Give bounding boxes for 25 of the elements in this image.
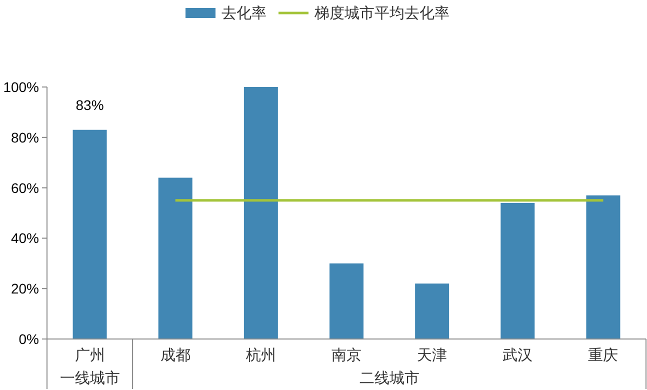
legend-label: 去化率 — [222, 5, 266, 22]
x-tick-label: 天津 — [417, 347, 448, 364]
y-tick-label: 80% — [10, 129, 39, 146]
bar — [72, 130, 107, 339]
y-tick-label: 100% — [3, 79, 39, 95]
x-tick-label: 武汉 — [502, 347, 533, 364]
bar — [330, 263, 364, 339]
text: 一线城市 — [60, 370, 120, 387]
x-tick-label: 杭州 — [244, 347, 276, 364]
data-label: 83% — [76, 96, 104, 113]
bar — [158, 178, 192, 339]
x-tick-label: 广州 — [74, 347, 105, 364]
x-tick-label: 南京 — [332, 347, 362, 364]
y-tick-label: 20% — [10, 280, 39, 297]
bar — [244, 87, 278, 339]
x-tick-label: 成都 — [160, 347, 190, 364]
bar — [415, 284, 450, 339]
y-tick-label: 40% — [10, 230, 39, 246]
bar — [586, 195, 620, 339]
legend-label: 梯度城市平均去化率 — [314, 5, 450, 22]
text: 二线城市 — [359, 370, 420, 387]
bar — [500, 202, 535, 339]
x-tick-label: 重庆 — [588, 347, 618, 364]
y-tick-label: 0% — [18, 331, 39, 347]
y-tick-label: 60% — [10, 180, 39, 196]
